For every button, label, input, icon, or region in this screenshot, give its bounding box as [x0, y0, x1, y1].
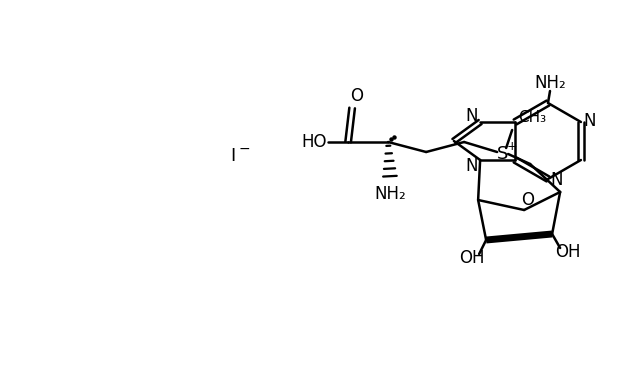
Text: NH₂: NH₂: [374, 185, 406, 203]
Text: N: N: [584, 112, 596, 130]
Text: N: N: [551, 171, 563, 189]
Text: N: N: [465, 157, 477, 175]
Text: OH: OH: [460, 249, 485, 267]
Text: +: +: [507, 141, 518, 153]
Text: NH₂: NH₂: [534, 74, 566, 92]
Text: O: O: [520, 191, 534, 209]
Text: HO: HO: [301, 133, 327, 151]
Text: S: S: [497, 145, 508, 163]
Text: −: −: [238, 142, 250, 156]
Text: O: O: [349, 87, 363, 105]
Text: CH₃: CH₃: [518, 111, 546, 126]
Text: N: N: [465, 107, 477, 125]
Text: OH: OH: [556, 243, 581, 261]
Text: I: I: [230, 147, 236, 165]
